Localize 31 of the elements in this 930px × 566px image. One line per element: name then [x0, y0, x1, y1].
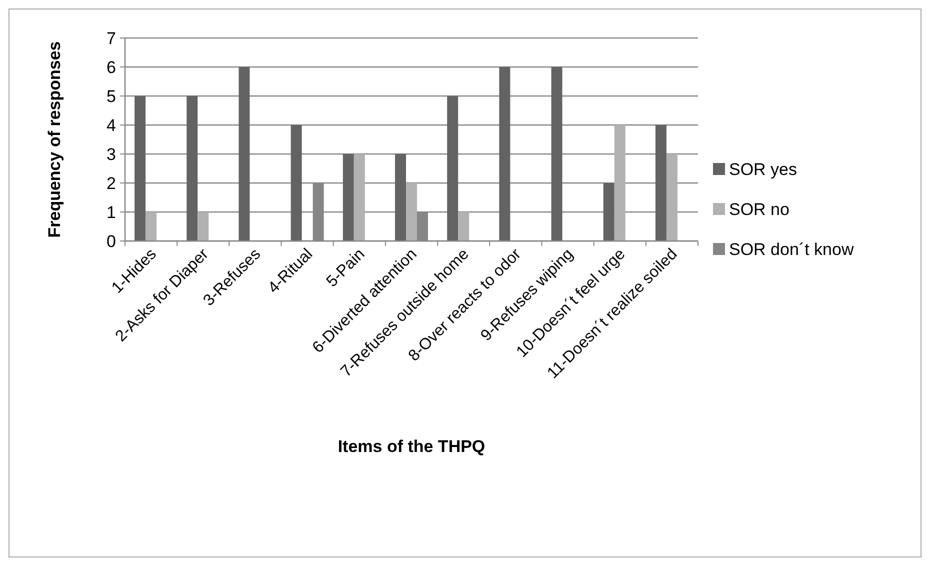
- bar: [447, 96, 458, 241]
- bar: [290, 125, 302, 241]
- y-tick-label: 6: [106, 58, 116, 77]
- bar: [238, 67, 250, 241]
- y-axis-title: Frequency of responses: [45, 41, 64, 238]
- bar: [666, 154, 678, 241]
- x-axis-title: Items of the THPQ: [338, 437, 486, 456]
- bar: [134, 96, 146, 241]
- legend-label: SOR yes: [729, 160, 798, 179]
- bar: [342, 154, 354, 241]
- y-tick-label: 5: [106, 86, 116, 106]
- y-tick-label: 1: [106, 202, 116, 222]
- y-tick-label: 2: [106, 174, 116, 193]
- bar: [655, 125, 666, 241]
- bar: [198, 212, 209, 241]
- y-tick-label: 3: [106, 144, 116, 164]
- y-tick-label: 7: [106, 28, 116, 48]
- bar: [186, 96, 198, 241]
- legend-label: SOR don´t know: [729, 240, 854, 259]
- bar: [395, 154, 406, 241]
- legend-label: SOR no: [729, 200, 790, 219]
- bar: [146, 212, 157, 241]
- bar: [354, 154, 365, 241]
- bar: [603, 183, 614, 241]
- bar: [458, 212, 470, 241]
- y-tick-label: 0: [106, 232, 116, 251]
- bar: [406, 183, 417, 241]
- bar: [499, 67, 510, 241]
- bar: [614, 125, 626, 241]
- bar: [551, 67, 562, 241]
- y-tick-label: 4: [106, 116, 116, 135]
